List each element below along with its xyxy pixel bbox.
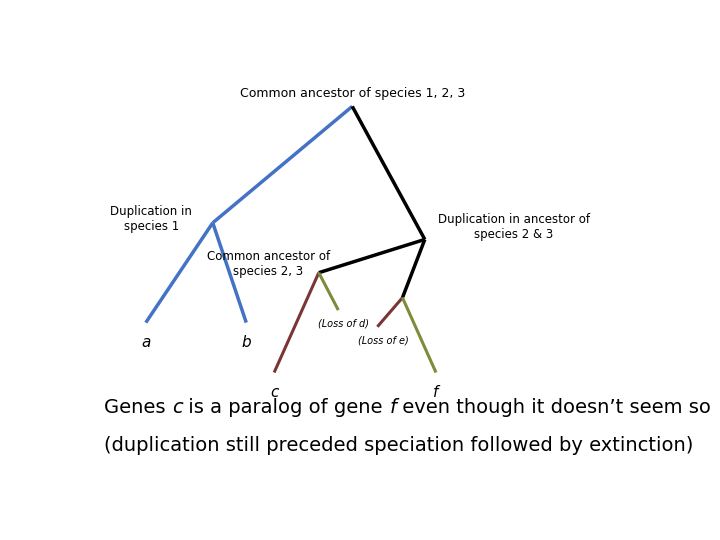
Text: c: c [171, 399, 182, 417]
Text: b: b [241, 335, 251, 350]
Text: (duplication still preceded speciation followed by extinction): (duplication still preceded speciation f… [104, 436, 693, 455]
Text: Duplication in
species 1: Duplication in species 1 [110, 205, 192, 233]
Text: f: f [433, 385, 438, 400]
Text: (Loss of e): (Loss of e) [358, 335, 408, 345]
Text: c: c [270, 385, 279, 400]
Text: Genes: Genes [104, 399, 171, 417]
Text: Duplication in ancestor of
species 2 & 3: Duplication in ancestor of species 2 & 3 [438, 213, 590, 241]
Text: is a paralog of gene: is a paralog of gene [182, 399, 390, 417]
Text: Common ancestor of
species 2, 3: Common ancestor of species 2, 3 [207, 251, 330, 279]
Text: Common ancestor of species 1, 2, 3: Common ancestor of species 1, 2, 3 [240, 87, 465, 100]
Text: even though it doesn’t seem so: even though it doesn’t seem so [396, 399, 711, 417]
Text: (Loss of d): (Loss of d) [318, 319, 369, 328]
Text: f: f [390, 399, 396, 417]
Text: a: a [141, 335, 150, 350]
